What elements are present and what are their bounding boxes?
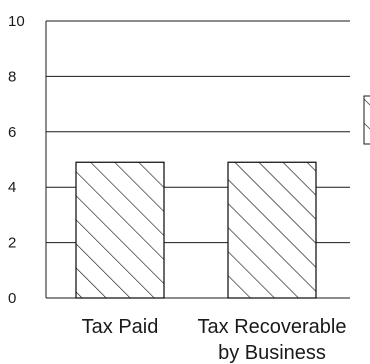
y-tick-label: 6 — [8, 124, 16, 141]
x-category-label: Tax Paid — [82, 316, 159, 338]
category-labels: Tax Paid Tax Recoverable by Business — [82, 316, 347, 364]
bar — [227, 161, 317, 299]
x-category-label-line: Tax Paid — [82, 316, 159, 338]
y-tick-label: 4 — [8, 179, 16, 196]
y-tick-label: 0 — [8, 290, 16, 307]
y-axis: 0 2 4 6 8 10 — [8, 13, 47, 307]
y-tick-label: 8 — [8, 68, 16, 85]
bars — [75, 161, 317, 299]
y-tick-label: 10 — [8, 13, 25, 30]
y-tick-label: 2 — [8, 235, 16, 252]
bar — [75, 161, 165, 299]
x-category-label-line: by Business — [218, 342, 326, 364]
x-category-label-line: Tax Recoverable — [198, 316, 347, 338]
x-category-label: Tax Recoverable by Business — [198, 316, 347, 364]
legend-swatch-partial — [363, 95, 370, 145]
